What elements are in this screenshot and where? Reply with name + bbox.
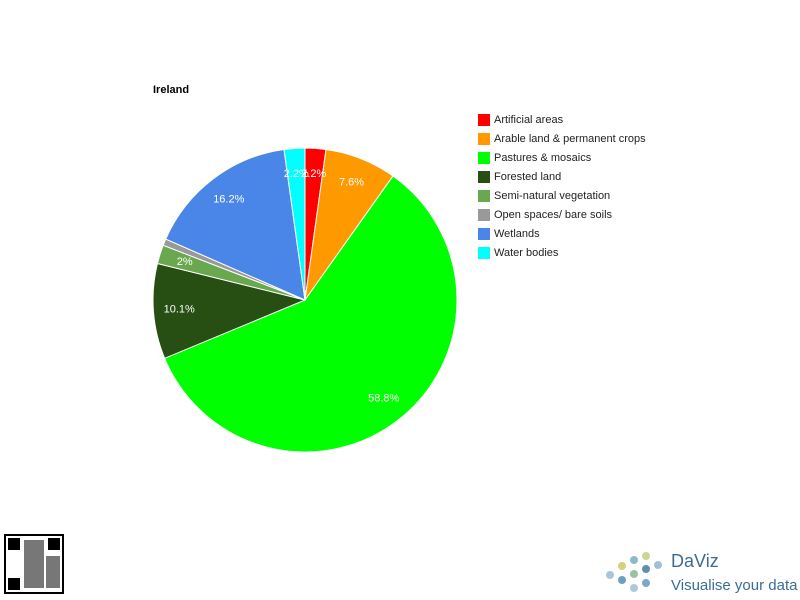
pie-slice bbox=[165, 148, 306, 301]
logo-dot bbox=[630, 584, 638, 592]
brand-name: DaViz bbox=[671, 551, 719, 571]
legend-label: Artificial areas bbox=[494, 114, 564, 126]
logo-dot bbox=[654, 561, 662, 569]
qr-finder bbox=[48, 538, 60, 550]
data-label: 2.2% bbox=[301, 168, 326, 180]
data-label: 58.8% bbox=[368, 393, 399, 405]
data-label: 16.2% bbox=[213, 193, 244, 205]
legend-label: Wetlands bbox=[494, 228, 540, 240]
logo-dot bbox=[630, 556, 638, 564]
legend-swatch bbox=[478, 247, 490, 259]
logo-dot bbox=[642, 552, 650, 560]
pie-slice bbox=[283, 147, 306, 301]
qr-noise bbox=[24, 540, 44, 588]
legend-label: Water bodies bbox=[494, 247, 559, 259]
pie-slice bbox=[163, 175, 458, 453]
legend-swatch bbox=[478, 190, 490, 202]
logo-dot bbox=[642, 579, 650, 587]
qr-finder bbox=[8, 578, 20, 590]
pie-slice bbox=[152, 262, 307, 359]
legend-label: Pastures & mosaics bbox=[494, 152, 592, 164]
logo-dots bbox=[606, 552, 662, 592]
data-label: 2.2% bbox=[284, 168, 309, 180]
legend-swatch bbox=[478, 171, 490, 183]
legend-swatch bbox=[478, 152, 490, 164]
logo-dot bbox=[630, 570, 638, 578]
legend-label: Semi-natural vegetation bbox=[494, 190, 610, 202]
logo-dot bbox=[618, 562, 626, 570]
data-label: 10.1% bbox=[164, 303, 195, 315]
data-label: 7.6% bbox=[339, 177, 364, 189]
legend-swatch bbox=[478, 228, 490, 240]
legend-label: Open spaces/ bare soils bbox=[494, 209, 613, 221]
data-label: 2% bbox=[177, 256, 193, 268]
legend-swatch bbox=[478, 209, 490, 221]
legend-swatch bbox=[478, 133, 490, 145]
brand-tagline: Visualise your data bbox=[671, 577, 798, 594]
legend-swatch bbox=[478, 114, 490, 126]
chart-title: Ireland bbox=[153, 84, 189, 96]
logo-dot bbox=[606, 571, 614, 579]
legend-label: Forested land bbox=[494, 171, 561, 183]
qr-finder bbox=[8, 538, 20, 550]
qr-noise bbox=[46, 556, 60, 588]
logo-dot bbox=[642, 565, 650, 573]
legend-label: Arable land & permanent crops bbox=[494, 133, 646, 145]
qr-code bbox=[4, 534, 64, 594]
logo-dot bbox=[618, 576, 626, 584]
